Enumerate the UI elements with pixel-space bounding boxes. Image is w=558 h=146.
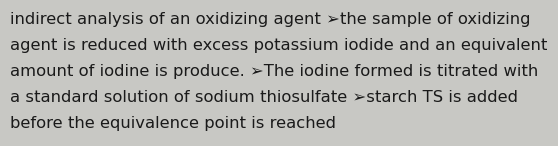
Text: indirect analysis of an oxidizing agent ➢the sample of oxidizing: indirect analysis of an oxidizing agent … [10,12,531,27]
Text: amount of iodine is produce. ➢The iodine formed is titrated with: amount of iodine is produce. ➢The iodine… [10,64,538,79]
Text: agent is reduced with excess potassium iodide and an equivalent: agent is reduced with excess potassium i… [10,38,547,53]
Text: before the equivalence point is reached: before the equivalence point is reached [10,116,336,131]
Text: a standard solution of sodium thiosulfate ➢starch TS is added: a standard solution of sodium thiosulfat… [10,90,518,105]
